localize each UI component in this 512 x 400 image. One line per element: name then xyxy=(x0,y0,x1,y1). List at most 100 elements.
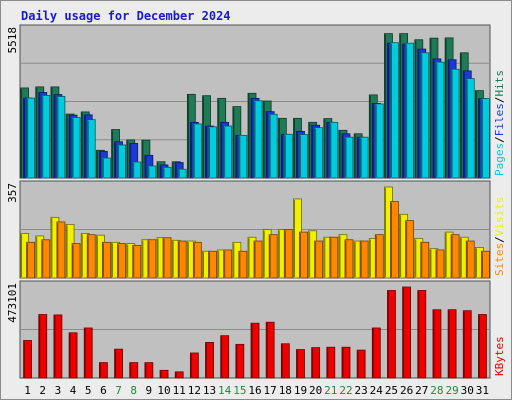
x-tick-label: 30 xyxy=(461,384,474,397)
bar-sites-28 xyxy=(435,249,445,279)
bar-pages-23 xyxy=(359,136,369,179)
x-tick-label: 23 xyxy=(355,384,368,397)
bar-kbytes-17 xyxy=(265,321,275,379)
bar-pages-13 xyxy=(208,126,217,179)
bar-kbytes-23 xyxy=(356,349,366,379)
bar-kbytes-28 xyxy=(432,309,442,379)
bar-sites-20 xyxy=(314,240,324,279)
bar-kbytes-16 xyxy=(250,322,260,379)
bar-sites-9 xyxy=(147,239,157,279)
bar-sites-29 xyxy=(450,234,460,279)
bar-kbytes-11 xyxy=(174,371,184,379)
bar-kbytes-31 xyxy=(478,314,487,379)
bar-sites-24 xyxy=(374,234,384,279)
legend-kbytes: KBytes xyxy=(493,336,506,376)
bar-sites-14 xyxy=(223,249,233,279)
bar-kbytes-2 xyxy=(38,314,48,379)
x-tick-label: 11 xyxy=(173,384,186,397)
legend-hits_files_pages: Pages/Files/Hits xyxy=(493,70,506,176)
bar-pages-22 xyxy=(344,136,354,179)
x-tick-label: 29 xyxy=(445,384,458,397)
x-tick-label: 7 xyxy=(115,384,122,397)
bar-kbytes-9 xyxy=(144,362,154,379)
bar-pages-1 xyxy=(26,97,35,179)
bar-sites-23 xyxy=(359,240,369,279)
legend-visits_sites: Sites/Visits xyxy=(493,197,506,277)
bar-kbytes-21 xyxy=(326,346,336,379)
bar-pages-15 xyxy=(238,134,248,179)
bar-pages-14 xyxy=(223,125,233,179)
x-tick-label: 8 xyxy=(130,384,137,397)
bar-sites-3 xyxy=(56,221,66,279)
bar-kbytes-22 xyxy=(341,346,351,379)
x-tick-label: 20 xyxy=(309,384,322,397)
bar-kbytes-5 xyxy=(83,327,93,379)
bar-sites-21 xyxy=(329,236,339,279)
legend-item-kbytes: KBytes xyxy=(493,336,506,376)
bar-sites-25 xyxy=(390,201,399,279)
x-tick-label: 22 xyxy=(339,384,352,397)
bar-pages-21 xyxy=(329,121,339,179)
bar-pages-25 xyxy=(390,42,399,179)
bar-pages-5 xyxy=(86,119,96,179)
bar-sites-16 xyxy=(253,240,263,279)
bar-kbytes-6 xyxy=(98,362,108,379)
bar-pages-17 xyxy=(268,113,278,179)
bar-pages-4 xyxy=(71,117,81,179)
bar-sites-17 xyxy=(268,234,278,279)
y-max-label: 5518 xyxy=(6,27,19,54)
x-tick-label: 13 xyxy=(203,384,216,397)
legend-item-hits: Hits xyxy=(493,70,506,97)
bar-pages-7 xyxy=(117,144,126,179)
bar-pages-2 xyxy=(41,95,51,179)
bar-sites-13 xyxy=(208,250,217,279)
y-max-label: 357 xyxy=(6,183,19,203)
bar-pages-9 xyxy=(147,165,157,179)
bar-pages-24 xyxy=(374,103,384,179)
bar-pages-30 xyxy=(465,78,475,179)
bar-kbytes-26 xyxy=(402,286,412,379)
x-tick-label: 2 xyxy=(39,384,46,397)
bar-sites-12 xyxy=(192,241,202,279)
bar-pages-28 xyxy=(435,61,445,179)
bar-pages-8 xyxy=(132,161,142,179)
legend-item-files: Files xyxy=(493,103,506,136)
bar-sites-5 xyxy=(86,234,96,279)
bar-sites-10 xyxy=(162,237,172,279)
bar-kbytes-8 xyxy=(129,362,139,379)
legend-item-sites: Sites xyxy=(493,243,506,276)
bar-pages-11 xyxy=(177,168,187,179)
x-tick-label: 25 xyxy=(385,384,398,397)
bar-sites-6 xyxy=(101,241,111,279)
y-max-label: 473101 xyxy=(6,283,19,323)
x-tick-label: 19 xyxy=(294,384,307,397)
bar-sites-1 xyxy=(26,241,35,279)
bar-kbytes-27 xyxy=(417,290,427,379)
bar-sites-31 xyxy=(481,250,490,279)
x-tick-label: 17 xyxy=(264,384,277,397)
bar-kbytes-30 xyxy=(462,310,472,379)
x-tick-label: 10 xyxy=(157,384,170,397)
bar-kbytes-1 xyxy=(23,340,32,379)
bar-sites-19 xyxy=(299,231,308,279)
bar-kbytes-25 xyxy=(387,290,396,379)
bar-sites-8 xyxy=(132,244,142,279)
legend-separator: / xyxy=(493,97,506,104)
bar-pages-10 xyxy=(162,166,172,179)
bar-pages-31 xyxy=(481,98,490,179)
bar-pages-12 xyxy=(192,123,202,179)
bar-pages-29 xyxy=(450,68,460,179)
bar-kbytes-12 xyxy=(189,352,199,379)
x-tick-label: 14 xyxy=(218,384,232,397)
bar-kbytes-4 xyxy=(68,332,78,379)
x-tick-label: 26 xyxy=(400,384,413,397)
x-tick-label: 16 xyxy=(248,384,261,397)
bar-kbytes-20 xyxy=(311,347,321,379)
legend-separator: / xyxy=(493,136,506,143)
bar-kbytes-10 xyxy=(159,369,169,379)
bar-sites-30 xyxy=(465,240,475,279)
bar-kbytes-18 xyxy=(280,343,290,379)
bar-kbytes-19 xyxy=(296,349,305,379)
x-tick-label: 1 xyxy=(24,384,31,397)
